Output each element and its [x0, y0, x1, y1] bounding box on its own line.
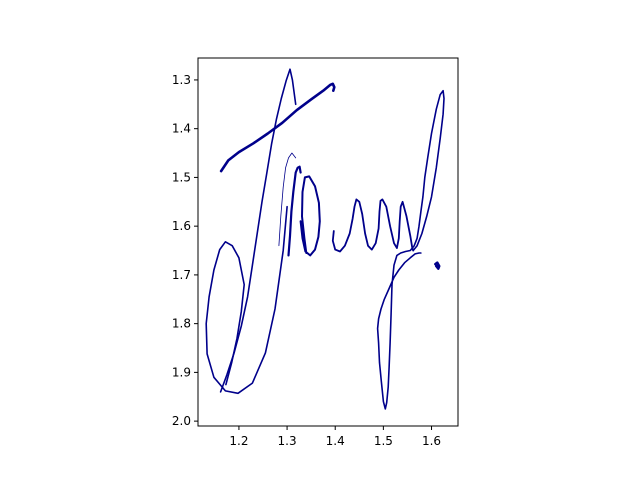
y-tick-label: 1.7	[172, 268, 191, 282]
y-tick-label: 1.9	[172, 365, 191, 379]
stroke-line-7	[331, 198, 415, 253]
y-tick-label: 1.4	[172, 122, 191, 136]
y-tick-label: 1.5	[172, 170, 191, 184]
stroke-line-5	[287, 165, 302, 257]
y-axis: 1.3 1.4 1.5 1.6 1.7 1.8 1.9 2.0	[172, 73, 198, 428]
stroke-line-8	[376, 89, 445, 410]
stroke-line-3	[205, 205, 288, 395]
x-tick-label: 1.4	[326, 434, 345, 448]
plot-frame	[197, 57, 459, 427]
stroke-line-4	[278, 152, 297, 247]
plot-lines	[205, 68, 445, 410]
x-tick-label: 1.5	[374, 434, 393, 448]
x-tick-label: 1.6	[422, 434, 441, 448]
stroke-line-1	[219, 82, 336, 173]
y-tick-label: 2.0	[172, 414, 191, 428]
y-tick-label: 1.6	[172, 219, 191, 233]
y-tick-label: 1.8	[172, 317, 191, 331]
stroke-line-9	[434, 261, 441, 270]
x-axis: 1.2 1.3 1.4 1.5 1.6	[229, 426, 441, 448]
y-tick-label: 1.3	[172, 73, 191, 87]
x-tick-label: 1.2	[229, 434, 248, 448]
stroke-line-2	[219, 68, 297, 393]
stroke-line-6	[299, 175, 321, 257]
x-tick-label: 1.3	[278, 434, 297, 448]
